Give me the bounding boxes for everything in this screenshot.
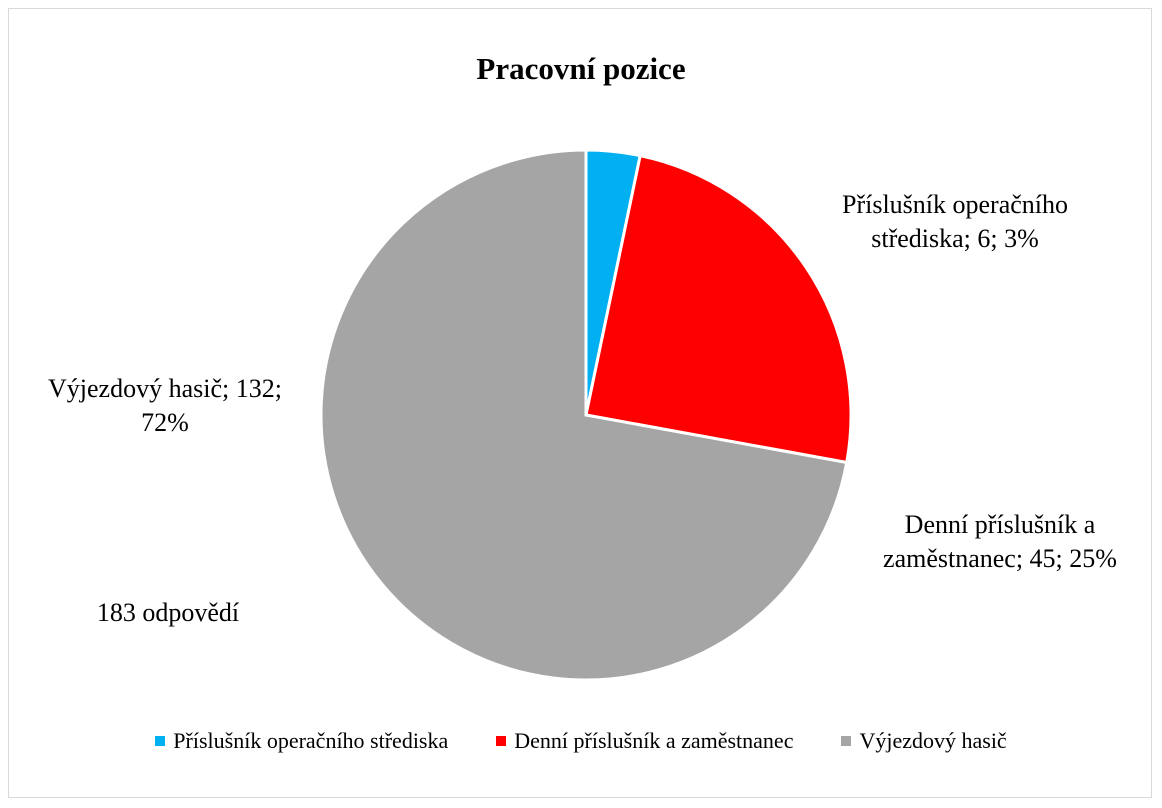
annotation: 183 odpovědí — [96, 598, 240, 627]
data-label: Příslušník operačního střediska; 6; 3% — [841, 190, 1069, 253]
data-label: Denní příslušník a zaměstnanec; 45; 25% — [883, 510, 1117, 573]
legend-swatch — [841, 736, 852, 746]
legend-swatch — [155, 736, 166, 746]
legend-item: Příslušník operačního střediska — [155, 728, 448, 754]
legend-item: Denní příslušník a zaměstnanec — [496, 728, 793, 754]
legend-item: Výjezdový hasič — [841, 728, 1007, 754]
legend: Příslušník operačního střediska Denní pří… — [0, 728, 1162, 754]
pie-slice — [584, 153, 853, 465]
pie-slice — [319, 148, 849, 682]
chart-title: Pracovní pozice — [476, 51, 686, 86]
legend-label: Výjezdový hasič — [859, 728, 1007, 753]
legend-label: Denní příslušník a zaměstnanec — [514, 728, 794, 753]
legend-label: Příslušník operačního střediska — [173, 728, 449, 753]
legend-swatch — [496, 736, 507, 746]
data-label: Výjezdový hasič; 132; 72% — [48, 374, 282, 437]
chart-frame — [8, 8, 1152, 798]
